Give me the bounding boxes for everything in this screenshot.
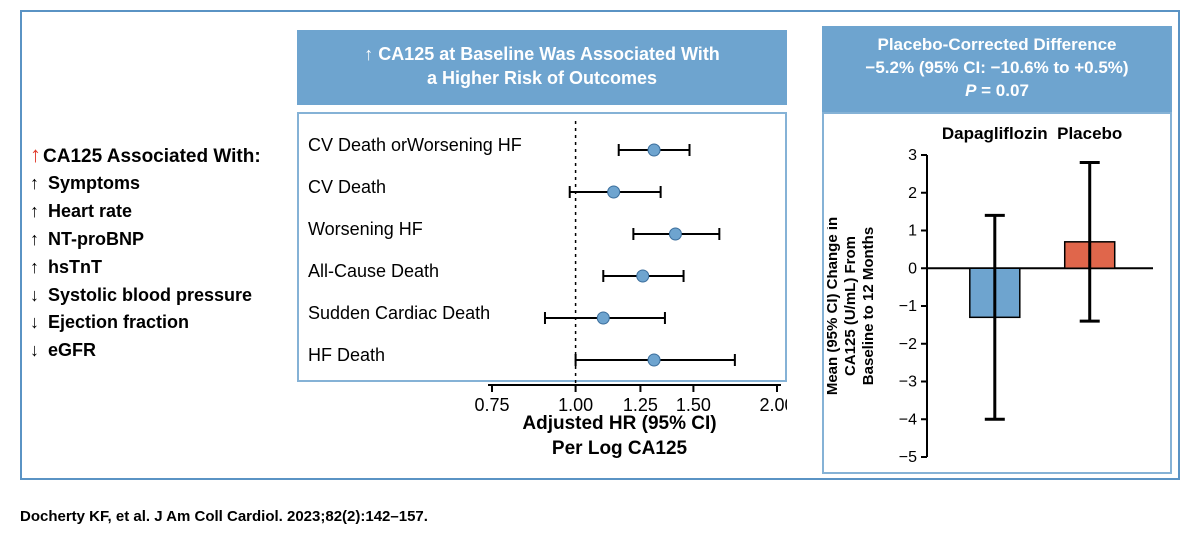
forest-xlabel-line2: Per Log CA125 xyxy=(452,437,787,462)
assoc-title-text: CA125 Associated With: xyxy=(43,146,261,167)
svg-text:Dapagliflozin: Dapagliflozin xyxy=(942,124,1048,143)
bar-header-line1: Placebo-Corrected Difference xyxy=(830,34,1164,57)
svg-text:Placebo: Placebo xyxy=(1057,124,1122,143)
p-value-rest: = 0.07 xyxy=(976,81,1028,100)
forest-header-line1: ↑ CA125 at Baseline Was Associated With xyxy=(307,42,777,66)
forest-header: ↑ CA125 at Baseline Was Associated With … xyxy=(297,30,787,105)
bar-header: Placebo-Corrected Difference −5.2% (95% … xyxy=(822,26,1172,113)
bar-header-line3: P = 0.07 xyxy=(830,80,1164,103)
svg-text:2: 2 xyxy=(908,185,917,202)
down-arrow-icon: ↓ xyxy=(30,282,48,310)
assoc-item: ↓Ejection fraction xyxy=(30,309,252,337)
assoc-item: ↓eGFR xyxy=(30,337,252,365)
p-value-symbol: P xyxy=(965,81,976,100)
forest-xlabel: Adjusted HR (95% CI) Per Log CA125 xyxy=(452,412,787,461)
assoc-item: ↑NT-proBNP xyxy=(30,226,252,254)
forest-xlabel-line1: Adjusted HR (95% CI) xyxy=(452,412,787,437)
svg-text:−1: −1 xyxy=(899,298,917,315)
citation: Docherty KF, et al. J Am Coll Cardiol. 2… xyxy=(20,508,428,525)
forest-header-line2: a Higher Risk of Outcomes xyxy=(307,66,777,90)
up-arrow-red-icon: ↑ xyxy=(30,142,41,168)
assoc-item: ↑Heart rate xyxy=(30,198,252,226)
assoc-item: ↑hsTnT xyxy=(30,254,252,282)
svg-text:3: 3 xyxy=(908,147,917,164)
down-arrow-icon: ↓ xyxy=(30,337,48,365)
svg-text:−2: −2 xyxy=(899,336,917,353)
svg-text:Mean (95% CI) Change inCA125 (: Mean (95% CI) Change inCA125 (U/mL) From… xyxy=(827,217,877,395)
up-arrow-icon: ↑ xyxy=(30,198,48,226)
svg-text:−4: −4 xyxy=(899,411,917,428)
bar-chart: Dapagliflozin Placebo −5 −4 −3 −2 −1 0 1 2 3 Mean (… xyxy=(827,117,1167,469)
assoc-item-label: Symptoms xyxy=(48,173,140,193)
assoc-item-label: Ejection fraction xyxy=(48,312,189,332)
assoc-title: ↑CA125 Associated With: xyxy=(30,142,261,168)
assoc-item-label: eGFR xyxy=(48,340,96,360)
assoc-item: ↓Systolic blood pressure xyxy=(30,282,252,310)
svg-text:0: 0 xyxy=(908,260,917,277)
svg-text:−5: −5 xyxy=(899,449,917,466)
assoc-list: ↑Symptoms↑Heart rate↑NT-proBNP↑hsTnT↓Sys… xyxy=(30,170,252,365)
up-arrow-icon: ↑ xyxy=(30,170,48,198)
svg-text:1: 1 xyxy=(908,223,917,240)
figure-frame: ↑CA125 Associated With: ↑Symptoms↑Heart … xyxy=(20,10,1180,480)
assoc-item-label: hsTnT xyxy=(48,257,102,277)
bar-header-line2: −5.2% (95% CI: −10.6% to +0.5%) xyxy=(830,57,1164,80)
assoc-item-label: NT-proBNP xyxy=(48,229,144,249)
down-arrow-icon: ↓ xyxy=(30,309,48,337)
assoc-item-label: Heart rate xyxy=(48,201,132,221)
assoc-item-label: Systolic blood pressure xyxy=(48,285,252,305)
up-arrow-icon: ↑ xyxy=(30,254,48,282)
up-arrow-icon: ↑ xyxy=(30,226,48,254)
forest-plot: 0.751.001.251.502.00 xyxy=(452,114,787,444)
assoc-item: ↑Symptoms xyxy=(30,170,252,198)
svg-text:−3: −3 xyxy=(899,374,917,391)
